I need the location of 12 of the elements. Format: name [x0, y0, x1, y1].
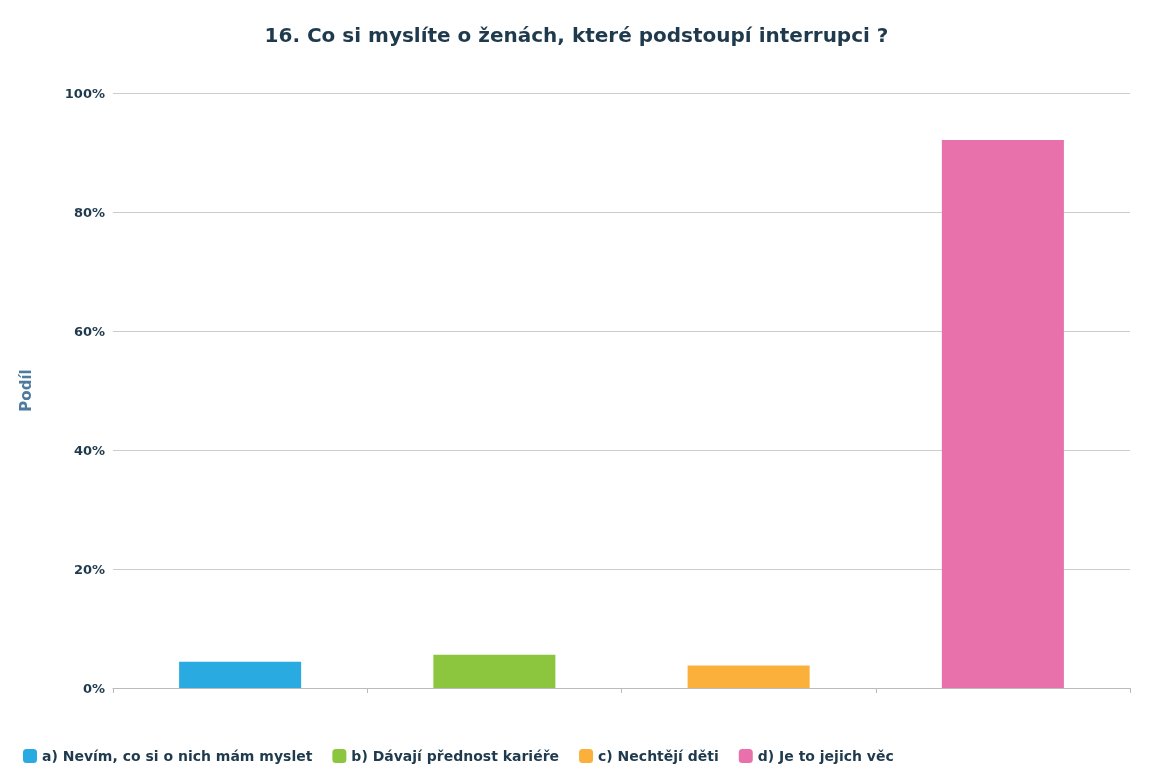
legend-label: d) Je to jejich věc [757, 748, 894, 764]
legend-label: c) Nechtějí děti [598, 748, 719, 764]
y-tick-label: 80% [73, 204, 105, 220]
legend-label: a) Nevím, co si o nich mám myslet [42, 748, 313, 764]
y-tick-label: 0% [82, 680, 105, 696]
legend-label: b) Dávají přednost kariéře [351, 748, 560, 764]
y-tick-label: 60% [73, 323, 105, 339]
chart-title: 16. Co si myslíte o ženách, které podstoupí interrupci ? [264, 23, 889, 47]
y-tick-label: 20% [73, 561, 105, 577]
y-axis-title: Podíl [16, 369, 35, 412]
y-tick-label: 100% [64, 85, 105, 101]
y-tick-label: 40% [73, 442, 105, 458]
